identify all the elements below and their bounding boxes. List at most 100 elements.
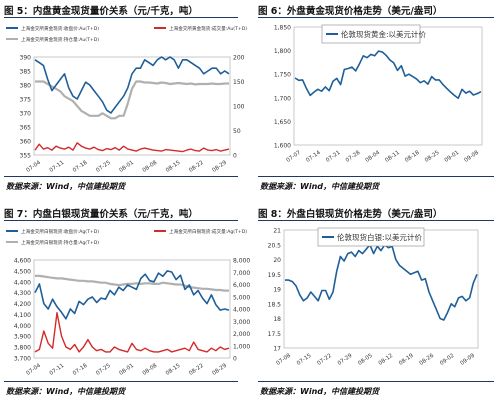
y-tick-label: 4,400 [14,279,31,286]
x-tick-label: 07-07 [285,150,302,164]
series-line [285,243,478,321]
x-tick-label: 08-01 [118,160,135,174]
y-tick-label: 1,800 [274,48,291,55]
figure-title: 图 5：内盘黄金现货量价关系（元/千克，吨） [4,6,198,17]
y-tick-label: 3,700 [14,356,31,363]
legend-label: 上海金交所黄金现货:成交量:Au(T+D) [169,25,247,32]
source-note: 数据来源：Wind，中信建投期货 [260,182,379,191]
x-tick-label: 08-15 [165,363,182,377]
series-line [35,274,229,292]
y-tick-label: 4,500 [14,268,31,275]
y-tick-label: 19.5 [268,272,282,279]
legend-box [321,24,421,44]
x-tick-label: 09-09 [459,353,476,367]
y-tick-label: 1,600 [274,143,291,150]
y-tick-label: 380 [20,83,32,90]
y2-tick-label: 1,000 [233,343,250,350]
y-tick-label: 375 [20,97,32,104]
y2-tick-label: 4,000 [233,307,250,314]
y-tick-label: 370 [20,111,32,118]
y-tick-label: 20 [273,257,281,264]
y-tick-label: 1,750 [274,72,291,79]
y2-tick-label: 8,000 [233,258,250,265]
x-tick-label: 08-26 [419,353,436,367]
plot-area [33,259,231,359]
legend-label: 上海金交所白银现货:成交量:Ag(T+D) [169,228,247,235]
y-tick-label: 18.5 [268,301,282,308]
y-tick-label: 17 [273,346,281,353]
title-rule [4,220,238,221]
y2-tick-label: 7,000 [233,270,250,277]
plot-area [293,26,483,146]
x-tick-label: 07-14 [305,150,322,164]
x-tick-label: 08-22 [188,160,205,174]
source-note: 数据来源：Wind，中信建投期货 [260,387,379,396]
legend-label: 上海金交所黄金现货:持仓量:Au(T+D) [21,36,99,43]
figure-title: 图 8：外盘白银现货价格走势（美元/盎司） [258,209,443,220]
x-tick-label: 08-29 [211,160,228,174]
x-tick-label: 08-19 [398,353,415,367]
x-tick-label: 08-05 [357,353,374,367]
title-rule [4,17,238,18]
x-tick-label: 07-25 [95,160,112,174]
x-tick-label: 07-04 [25,363,42,377]
source-rule [258,176,494,177]
series-line [34,311,230,353]
x-tick-label: 08-29 [211,363,228,377]
legend-label: 上海金交所白银现货:持仓量:Ag(T+D) [21,239,99,246]
legend-label: 伦敦现货白银:以美元计价 [337,232,423,242]
x-tick-label: 07-18 [72,160,89,174]
y2-tick-label: 150 [233,79,245,86]
x-tick-label: 07-18 [72,363,89,377]
y2-tick-label: 0 [233,153,237,160]
y-tick-label: 18 [273,316,281,323]
legend-box [317,227,425,247]
x-tick-label: 07-28 [345,150,362,164]
y-tick-label: 4,200 [14,301,31,308]
x-tick-label: 08-25 [424,150,441,164]
source-rule [4,381,238,382]
title-rule [258,17,494,18]
silver-domestic-chart: 4,600 4,500 4,400 4,300 4,200 4,100 4,000 3,900… [6,228,250,377]
y2-tick-label: 0 [233,356,237,363]
source-rule [4,176,238,177]
y-tick-label: 3,800 [14,345,31,352]
series-line [34,56,230,114]
series-line [34,142,230,153]
legend-label: 伦敦现货黄金:以美元计价 [341,29,427,39]
y-tick-label: 20.5 [268,242,282,249]
x-tick-label: 08-15 [165,160,182,174]
y2-tick-label: 2,000 [233,331,250,338]
y-tick-label: 17.5 [268,331,282,338]
y2-tick-label: 3,000 [233,319,250,326]
legend-label: 上海金交所白银现货:收盘价:Ag(T+D) [21,228,99,235]
y-tick-label: 1,850 [274,25,291,32]
y-tick-label: 4,100 [14,312,31,319]
y-tick-label: 1,700 [274,95,291,102]
y-tick-label: 21 [273,228,281,235]
x-tick-label: 07-25 [95,363,112,377]
y-tick-label: 4,000 [14,323,31,330]
x-tick-label: 08-22 [188,363,205,377]
x-tick-label: 07-29 [337,353,354,367]
y-tick-label: 4,600 [14,258,31,265]
x-tick-label: 07-11 [49,363,66,377]
x-tick-label: 07-08 [275,353,292,367]
x-tick-label: 08-11 [384,150,401,164]
y-tick-label: 1,650 [274,119,291,126]
title-rule [258,220,494,221]
y-tick-label: 19 [273,287,281,294]
x-tick-label: 08-12 [378,353,395,367]
y-tick-label: 355 [20,153,32,160]
x-tick-label: 07-22 [316,353,333,367]
y-tick-label: 4,300 [14,290,31,297]
y2-tick-label: 200 [233,55,245,62]
series-line [35,80,229,120]
source-note: 数据来源：Wind，中信建投期货 [6,182,125,191]
x-tick-label: 08-01 [118,363,135,377]
y2-tick-label: 100 [233,104,245,111]
y-tick-label: 3,900 [14,334,31,341]
series-line [34,270,230,320]
